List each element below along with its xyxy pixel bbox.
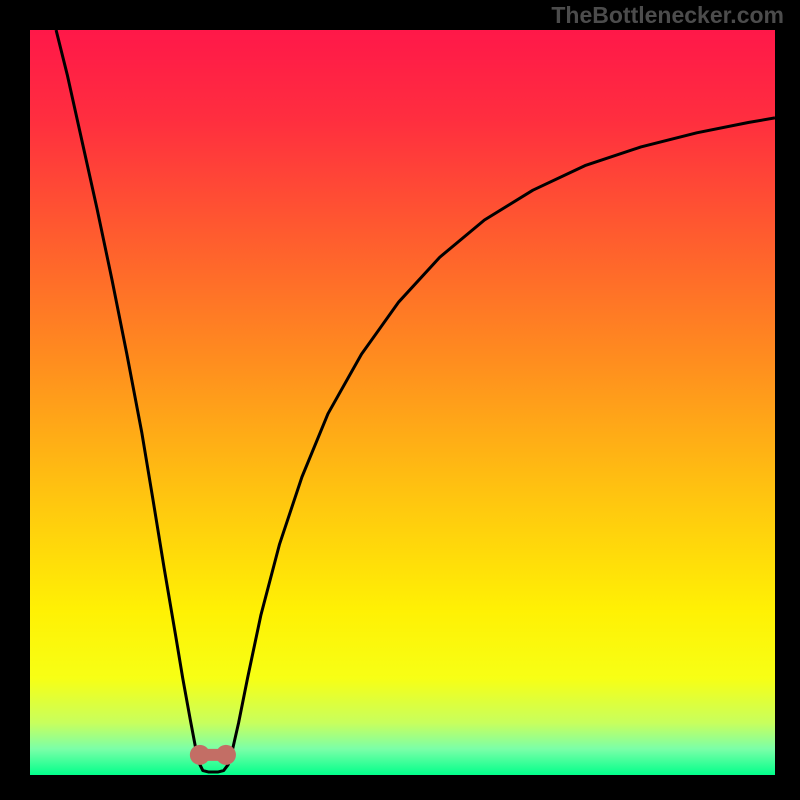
chart-container: TheBottlenecker.com <box>0 0 800 800</box>
watermark-text: TheBottlenecker.com <box>551 2 784 29</box>
marker-point-0 <box>190 745 210 765</box>
marker-point-1 <box>216 745 236 765</box>
plot-area <box>30 30 775 775</box>
curve-svg <box>30 30 775 775</box>
bottleneck-curve <box>56 30 775 772</box>
